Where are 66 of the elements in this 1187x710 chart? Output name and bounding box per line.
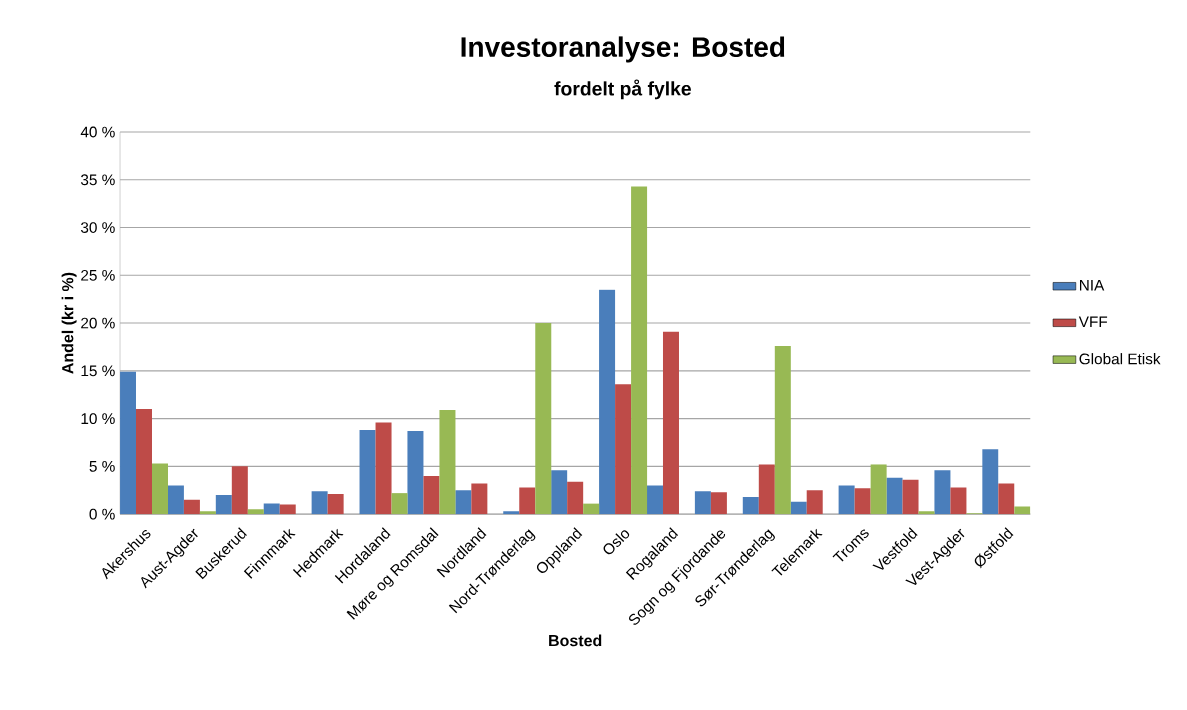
bar: [279, 504, 296, 515]
bar: [998, 483, 1015, 515]
y-tick-label: 30 %: [80, 222, 115, 233]
bar: [742, 496, 759, 515]
bar: [439, 409, 456, 515]
bar: [327, 493, 344, 515]
bar: [183, 499, 200, 515]
bar: [646, 485, 663, 515]
bar: [407, 430, 424, 515]
bar: [167, 485, 184, 515]
bar: [870, 464, 887, 515]
bar: [1014, 506, 1031, 515]
bar: [710, 492, 727, 515]
bar: [902, 479, 919, 515]
bar: [662, 331, 679, 515]
bar: [120, 371, 136, 515]
legend-label: VFF: [1078, 316, 1108, 327]
bar: [375, 422, 392, 515]
y-tick-label: 15 %: [81, 365, 115, 377]
bar: [391, 493, 408, 515]
bar: [311, 491, 328, 515]
bar: [934, 470, 951, 515]
bar: [551, 470, 568, 515]
bar: [854, 488, 871, 515]
bar: [247, 509, 264, 515]
bar: [471, 483, 488, 515]
bar: [583, 503, 600, 515]
bar: [631, 186, 648, 515]
bar: [535, 322, 552, 515]
chart-title: Investoranalyse: Bosted: [461, 36, 785, 63]
bar: [806, 490, 823, 515]
y-tick-label: 40 %: [80, 126, 115, 138]
y-tick-label: 20 %: [81, 317, 115, 329]
bar: [567, 481, 584, 515]
bar: [950, 487, 967, 515]
bar: [199, 511, 216, 515]
y-tick-label: 35 %: [80, 174, 115, 186]
x-axis-title: Bosted: [549, 634, 602, 647]
bar: [455, 490, 472, 515]
bar: [774, 345, 791, 515]
bar: [215, 494, 232, 515]
bar: [359, 429, 376, 515]
y-axis-title: Andel (kr i %): [61, 272, 77, 374]
legend-label: Global Etisk: [1079, 353, 1161, 365]
bar: [918, 511, 935, 515]
bar: [152, 463, 169, 515]
bar: [758, 464, 775, 515]
bar: [694, 491, 711, 515]
y-tick-label: 0 %: [89, 508, 115, 520]
bar: [615, 384, 632, 515]
bar: [263, 503, 280, 515]
bar: [503, 511, 520, 515]
bar: [886, 477, 903, 515]
y-tick-label: 25 %: [81, 269, 115, 281]
bar: [790, 501, 807, 515]
bar: [423, 475, 440, 515]
bar: [838, 485, 855, 515]
y-tick-label: 10 %: [81, 413, 115, 424]
bar: [519, 487, 536, 515]
bar: [135, 408, 152, 515]
bar: [599, 289, 616, 515]
legend-label: NIA: [1080, 279, 1105, 291]
y-tick-label: 5 %: [89, 460, 115, 472]
chart-subtitle: fordelt på fylke: [554, 79, 691, 100]
bar: [982, 449, 999, 515]
bar: [231, 466, 248, 515]
